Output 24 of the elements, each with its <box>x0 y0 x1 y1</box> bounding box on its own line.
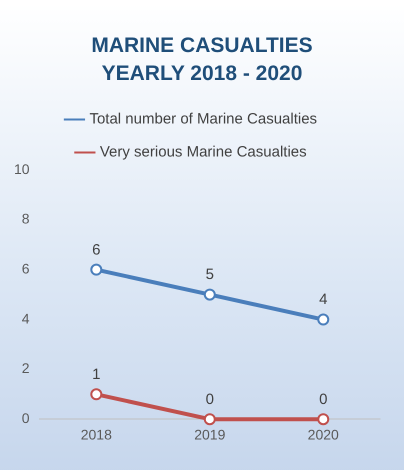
y-tick-label: 6 <box>22 260 30 277</box>
y-tick-label: 10 <box>14 160 30 177</box>
point <box>317 314 330 326</box>
chart-title: MARINE CASUALTIES YEARLY 2018 - 2020 <box>90 33 314 87</box>
y-tick-label: 4 <box>22 310 30 326</box>
point <box>90 388 102 400</box>
point <box>90 264 102 276</box>
x-tick-label: 2020 <box>308 426 340 442</box>
y-tick-label: 2 <box>22 360 30 376</box>
data-label: 6 <box>92 241 100 258</box>
point <box>204 413 216 426</box>
data-label: 1 <box>92 366 100 383</box>
data-label: 5 <box>206 266 214 284</box>
y-tick-label: 0 <box>22 410 30 426</box>
data-label: 4 <box>319 291 328 308</box>
legend-label: Very serious Marine Casualties <box>100 144 307 161</box>
data-label: 0 <box>319 390 328 408</box>
legend-label: Total number of Marine Casualties <box>89 110 318 128</box>
point <box>204 288 216 301</box>
data-label: 0 <box>206 390 214 408</box>
x-tick-label: 2019 <box>194 426 226 442</box>
x-tick-label: 2018 <box>80 426 112 442</box>
y-tick-label: 8 <box>22 210 30 227</box>
point <box>317 413 330 426</box>
